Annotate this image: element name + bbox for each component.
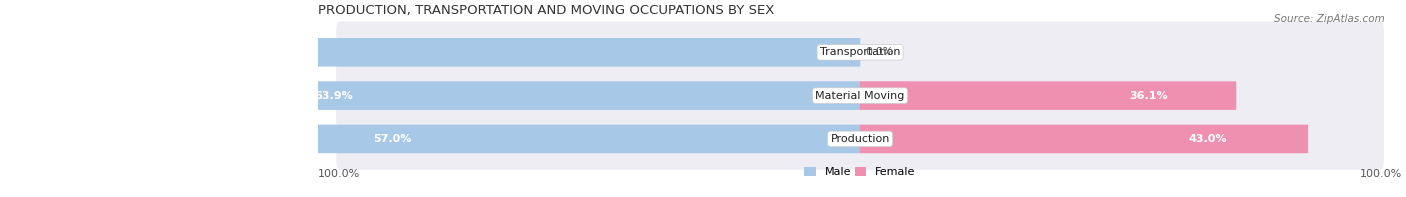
Text: 63.9%: 63.9%	[315, 91, 353, 101]
FancyBboxPatch shape	[194, 81, 860, 110]
Text: 43.0%: 43.0%	[1189, 134, 1227, 144]
Text: Source: ZipAtlas.com: Source: ZipAtlas.com	[1274, 14, 1385, 24]
Text: Transportation: Transportation	[820, 47, 900, 57]
FancyBboxPatch shape	[336, 65, 1384, 126]
FancyBboxPatch shape	[860, 125, 1308, 153]
Text: 57.0%: 57.0%	[373, 134, 412, 144]
Text: 36.1%: 36.1%	[1130, 91, 1168, 101]
FancyBboxPatch shape	[336, 108, 1384, 170]
Legend: Male, Female: Male, Female	[800, 163, 920, 182]
FancyBboxPatch shape	[860, 81, 1236, 110]
Text: Material Moving: Material Moving	[815, 91, 905, 101]
FancyBboxPatch shape	[336, 21, 1384, 83]
FancyBboxPatch shape	[266, 125, 860, 153]
Text: 100.0%: 100.0%	[6, 47, 52, 57]
Text: 0.0%: 0.0%	[865, 47, 894, 57]
Text: PRODUCTION, TRANSPORTATION AND MOVING OCCUPATIONS BY SEX: PRODUCTION, TRANSPORTATION AND MOVING OC…	[319, 4, 775, 17]
Text: Production: Production	[831, 134, 890, 144]
FancyBboxPatch shape	[0, 38, 860, 67]
